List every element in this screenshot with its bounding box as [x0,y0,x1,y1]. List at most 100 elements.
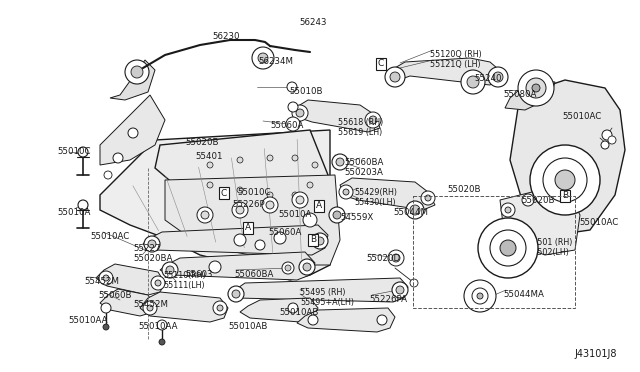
Text: 55502(LH): 55502(LH) [527,248,569,257]
Text: 55010A: 55010A [57,208,90,217]
Circle shape [336,158,344,166]
Polygon shape [388,58,505,85]
Polygon shape [100,289,154,316]
Circle shape [461,70,485,94]
Circle shape [232,290,240,298]
Circle shape [217,305,223,311]
Text: 55111(LH): 55111(LH) [163,281,205,290]
Circle shape [543,158,587,202]
Circle shape [162,262,178,278]
Text: 55010AC: 55010AC [562,112,601,121]
Circle shape [103,324,109,330]
Circle shape [501,203,515,217]
Text: 55010AA: 55010AA [138,322,177,331]
Circle shape [312,162,318,168]
Circle shape [296,196,304,204]
Circle shape [157,320,167,330]
Text: 55060A: 55060A [270,121,303,130]
Circle shape [526,78,546,98]
Text: 55401: 55401 [195,152,223,161]
Circle shape [252,47,274,69]
Circle shape [339,185,353,199]
Circle shape [232,202,248,218]
Circle shape [601,141,609,149]
Text: 55044MA: 55044MA [503,290,544,299]
Circle shape [262,197,278,213]
Circle shape [467,76,479,88]
Circle shape [369,116,377,124]
Text: 55080A: 55080A [503,90,536,99]
Circle shape [101,303,111,313]
Text: 55010AB: 55010AB [279,308,318,317]
Circle shape [197,207,213,223]
Circle shape [296,109,304,117]
Text: 56234M: 56234M [258,57,293,66]
Polygon shape [110,60,155,100]
Polygon shape [340,178,435,210]
Text: 55010AC: 55010AC [90,232,129,241]
Circle shape [518,70,554,106]
Text: 55619 (LH): 55619 (LH) [338,128,382,137]
Text: C: C [378,60,384,68]
Circle shape [329,207,345,223]
Circle shape [333,211,341,219]
Circle shape [267,192,273,198]
Circle shape [201,211,209,219]
Polygon shape [505,80,555,110]
Circle shape [530,145,600,215]
Circle shape [303,263,311,271]
Circle shape [343,189,349,195]
Circle shape [312,233,328,249]
Text: 55010AA: 55010AA [68,316,108,325]
Circle shape [555,170,575,190]
Circle shape [155,280,161,286]
Text: 55044M: 55044M [393,208,428,217]
Circle shape [207,182,213,188]
Circle shape [207,162,213,168]
Circle shape [113,153,123,163]
Circle shape [421,191,435,205]
Circle shape [159,339,165,345]
Circle shape [258,53,268,63]
Circle shape [125,60,149,84]
Polygon shape [228,278,408,302]
Text: 55226PA: 55226PA [369,295,407,304]
Circle shape [237,187,243,193]
Circle shape [286,117,300,131]
Circle shape [385,67,405,87]
Circle shape [307,182,313,188]
Circle shape [292,105,308,121]
Text: 55010B: 55010B [289,87,323,96]
Text: 55010AB: 55010AB [228,322,268,331]
Text: 550203A: 550203A [344,168,383,177]
Circle shape [128,128,138,138]
Polygon shape [510,80,625,235]
Polygon shape [155,130,330,225]
Text: 55603: 55603 [185,270,212,279]
Text: 55060B: 55060B [98,291,131,300]
Circle shape [228,286,244,302]
Text: J43101J8: J43101J8 [574,349,616,359]
Circle shape [396,286,404,294]
Polygon shape [295,100,380,132]
Circle shape [287,82,297,92]
Text: 55020B: 55020B [447,185,481,194]
Circle shape [425,195,431,201]
Circle shape [213,301,227,315]
Circle shape [477,293,483,299]
Text: A: A [316,202,322,211]
Text: 55452M: 55452M [133,300,168,309]
Circle shape [292,192,298,198]
Circle shape [285,265,291,271]
Circle shape [103,275,109,281]
Circle shape [299,259,315,275]
Circle shape [236,206,244,214]
Text: 55226P: 55226P [232,200,264,209]
Text: 55010C: 55010C [57,147,90,156]
Circle shape [406,201,424,219]
Circle shape [104,171,112,179]
Text: 55010AC: 55010AC [579,218,618,227]
Text: 55020B: 55020B [521,196,554,205]
Circle shape [390,72,400,82]
Circle shape [144,236,160,252]
